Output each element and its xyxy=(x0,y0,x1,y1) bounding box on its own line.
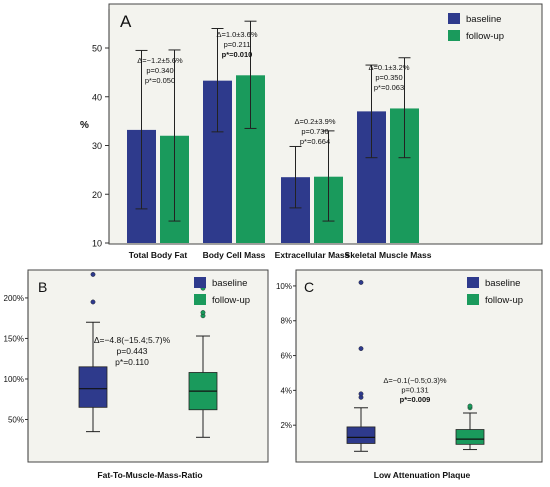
a-legend-label-0: baseline xyxy=(466,14,501,25)
c-box-0 xyxy=(346,426,376,444)
panel-b-legend: baseline follow-up xyxy=(194,277,250,306)
c-ytick-label-2: 6% xyxy=(280,352,292,361)
a-annotation-3-line-2: p*=0.063 xyxy=(374,83,404,92)
panel-b-boxes xyxy=(78,272,218,438)
panel-a-category-labels: Total Body Fat Body Cell Mass Extracellula… xyxy=(129,250,432,260)
a-annotation-2-line-0: Δ=0.2±3.9% xyxy=(294,117,335,126)
c-outlier-0-2 xyxy=(358,346,364,351)
a-ytick-label-1: 20 xyxy=(92,190,102,200)
c-legend-swatch-0 xyxy=(467,277,479,288)
a-annotation-1-line-2: p*=0.010 xyxy=(222,50,253,59)
a-category-label-2: Extracellular Mass xyxy=(275,250,350,260)
b-outlier-1-1 xyxy=(200,310,206,315)
a-ytick-label-4: 50 xyxy=(92,44,102,54)
a-legend-swatch-0 xyxy=(448,13,460,24)
c-annotation-line-0: Δ=−0.1(−0.5;0.3)% xyxy=(383,376,447,385)
c-legend-label-1: follow-up xyxy=(485,295,523,306)
a-category-label-0: Total Body Fat xyxy=(129,250,188,260)
panel-a-y-axis: 10 20 30 40 50 xyxy=(92,9,110,249)
c-annotation-line-1: p=0.131 xyxy=(401,386,428,395)
c-annotation-line-2: p*=0.009 xyxy=(400,395,431,404)
a-annotation-2-line-1: p=0.730 xyxy=(301,127,328,136)
panel-a-label: A xyxy=(120,12,132,31)
panel-b-xlabel: Fat-To-Muscle-Mass-Ratio xyxy=(97,470,202,480)
a-annotation-0-line-0: Δ=−1.2±5.6% xyxy=(137,56,183,65)
a-annotation-2-line-2: p*=0.664 xyxy=(300,137,330,146)
b-outlier-0-1 xyxy=(90,272,96,277)
c-outlier-0-1 xyxy=(358,391,364,397)
c-ytick-label-3: 8% xyxy=(280,317,292,326)
panel-c-xlabel: Low Attenuation Plaque xyxy=(374,470,471,480)
panel-c-legend: baseline follow-up xyxy=(467,277,523,306)
b-annotation-line-0: Δ=−4.8(−15.4;5.7)% xyxy=(94,335,171,345)
c-ytick-label-0: 2% xyxy=(280,421,292,430)
b-annotation-line-1: p=0.443 xyxy=(117,346,148,356)
a-ytick-label-2: 30 xyxy=(92,141,102,151)
a-annotation-3-line-1: p=0.350 xyxy=(375,73,402,82)
a-legend-label-1: follow-up xyxy=(466,31,504,42)
c-outlier-1-1 xyxy=(467,403,473,409)
a-annotation-0-line-2: p*=0.050 xyxy=(145,76,175,85)
b-legend-label-0: baseline xyxy=(212,278,247,289)
panel-c-y-axis: 2% 4% 6% 8% 10% xyxy=(276,272,297,460)
b-legend-swatch-0 xyxy=(194,277,206,288)
panel-a-ylabel: % xyxy=(80,120,89,131)
panel-a-annotations: Δ=−1.2±5.6%p=0.340p*=0.050Δ=1.0±3.6%p=0.… xyxy=(137,30,410,146)
b-legend-label-1: follow-up xyxy=(212,295,250,306)
panel-b-frame xyxy=(27,269,269,463)
c-legend-label-0: baseline xyxy=(485,278,520,289)
panel-a-bars xyxy=(127,20,419,243)
a-legend-swatch-1 xyxy=(448,30,460,41)
b-ytick-label-2: 150% xyxy=(4,334,24,343)
panel-a-legend: baseline follow-up xyxy=(448,13,504,42)
a-category-label-1: Body Cell Mass xyxy=(203,250,266,260)
c-box-1 xyxy=(455,429,485,445)
a-annotation-3-line-0: Δ=0.1±3.2% xyxy=(368,63,409,72)
panel-b-label: B xyxy=(38,279,47,295)
c-legend-swatch-1 xyxy=(467,294,479,305)
a-ytick-label-3: 40 xyxy=(92,92,102,102)
c-outlier-0-3 xyxy=(358,280,364,285)
b-annotation-line-2: p*=0.110 xyxy=(115,357,149,367)
b-ytick-label-1: 100% xyxy=(4,375,24,384)
b-ytick-label-3: 200% xyxy=(4,294,24,303)
panel-b-y-axis: 50% 100% 150% 200% xyxy=(4,272,29,460)
a-annotation-0-line-1: p=0.340 xyxy=(146,66,173,75)
a-annotation-1-line-0: Δ=1.0±3.6% xyxy=(216,30,257,39)
b-box-0 xyxy=(78,366,108,408)
b-ytick-label-0: 50% xyxy=(8,415,24,424)
panel-c-frame xyxy=(295,269,543,463)
c-ytick-label-1: 4% xyxy=(280,386,292,395)
a-ytick-label-0: 10 xyxy=(92,239,102,249)
b-legend-swatch-1 xyxy=(194,294,206,305)
a-category-label-3: Skeletal Muscle Mass xyxy=(345,250,432,260)
b-outlier-0-0 xyxy=(90,299,96,305)
c-ytick-label-4: 10% xyxy=(276,282,292,291)
panel-c-boxes xyxy=(346,280,485,452)
panel-c-label: C xyxy=(304,279,314,295)
a-annotation-1-line-1: p=0.211 xyxy=(224,40,251,49)
